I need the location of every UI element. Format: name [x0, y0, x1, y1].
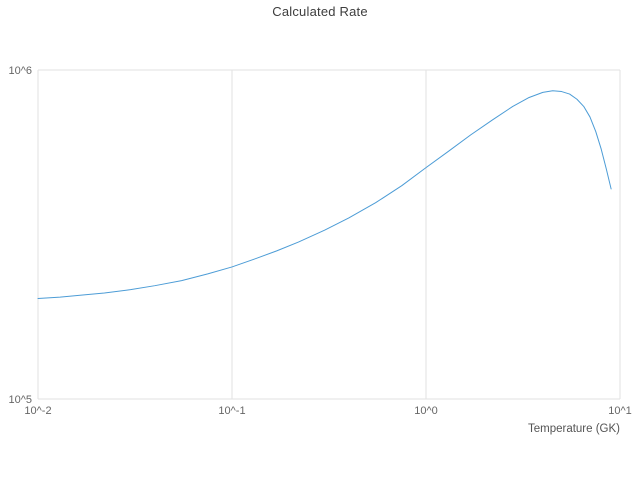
- x-tick-label: 10^1: [608, 405, 632, 417]
- x-tick-label: 10^-2: [24, 405, 51, 417]
- chart-title: Calculated Rate: [272, 4, 368, 19]
- y-tick-label: 10^5: [8, 394, 32, 406]
- x-tick-label: 10^-1: [218, 405, 245, 417]
- x-axis-title: Temperature (GK): [527, 423, 620, 435]
- x-tick-label: 10^0: [414, 405, 438, 417]
- y-tick-label: 10^6: [8, 65, 32, 77]
- rate-line: [37, 90, 612, 300]
